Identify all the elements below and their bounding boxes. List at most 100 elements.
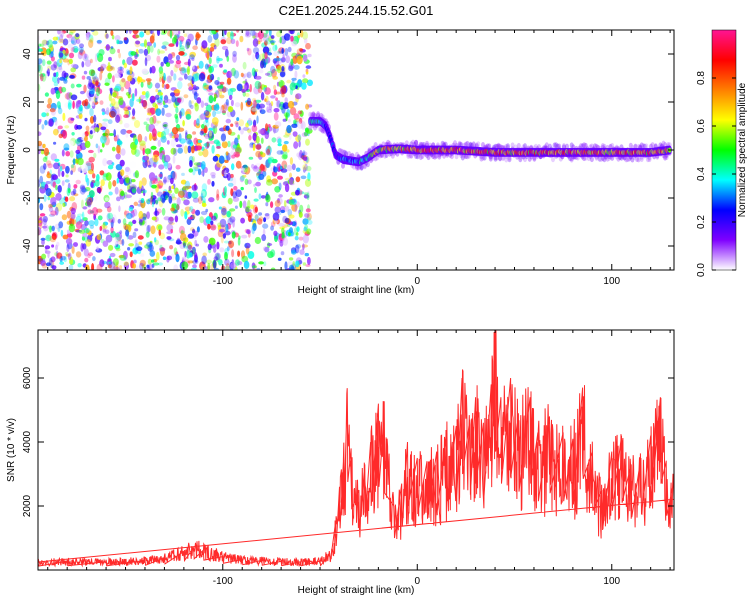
noise-speckle bbox=[181, 66, 187, 74]
noise-speckle bbox=[293, 113, 300, 120]
noise-speckle bbox=[71, 163, 76, 173]
noise-speckle bbox=[247, 251, 255, 259]
noise-speckle bbox=[47, 163, 53, 169]
noise-speckle bbox=[173, 264, 179, 270]
noise-speckle bbox=[50, 256, 56, 263]
noise-speckle bbox=[159, 244, 163, 249]
noise-speckle bbox=[277, 77, 282, 82]
noise-speckle bbox=[214, 38, 220, 47]
noise-speckle bbox=[100, 126, 107, 131]
noise-speckle bbox=[175, 60, 182, 65]
noise-speckle bbox=[55, 184, 58, 191]
noise-speckle bbox=[203, 266, 208, 270]
noise-speckle bbox=[153, 42, 157, 48]
noise-speckle bbox=[289, 172, 292, 179]
noise-speckle bbox=[256, 267, 261, 270]
noise-speckle bbox=[104, 201, 111, 209]
noise-speckle bbox=[252, 54, 255, 62]
noise-speckle bbox=[135, 40, 141, 45]
noise-speckle bbox=[307, 256, 311, 266]
noise-speckle bbox=[295, 118, 300, 123]
noise-speckle bbox=[132, 108, 136, 117]
noise-speckle bbox=[268, 47, 272, 53]
noise-speckle bbox=[288, 132, 292, 140]
noise-speckle bbox=[108, 261, 116, 270]
noise-speckle bbox=[265, 194, 271, 203]
noise-speckle bbox=[141, 177, 147, 186]
noise-speckle bbox=[94, 218, 99, 227]
noise-speckle bbox=[215, 30, 219, 33]
noise-speckle bbox=[252, 166, 260, 172]
noise-speckle bbox=[60, 31, 64, 38]
noise-speckle bbox=[120, 148, 126, 156]
signal-halo bbox=[605, 155, 610, 162]
noise-speckle bbox=[41, 239, 45, 245]
noise-speckle bbox=[109, 252, 116, 258]
noise-speckle bbox=[114, 186, 119, 195]
noise-speckle bbox=[91, 162, 94, 171]
noise-speckle bbox=[108, 133, 115, 136]
noise-speckle bbox=[283, 140, 289, 145]
noise-speckle bbox=[118, 254, 125, 259]
noise-speckle bbox=[57, 107, 63, 115]
noise-speckle bbox=[170, 147, 177, 155]
noise-speckle bbox=[235, 189, 242, 197]
noise-speckle bbox=[169, 216, 174, 222]
noise-speckle bbox=[232, 196, 240, 202]
noise-speckle bbox=[252, 223, 257, 231]
noise-speckle bbox=[150, 191, 154, 200]
noise-speckle bbox=[113, 237, 118, 247]
noise-speckle bbox=[41, 112, 47, 118]
noise-speckle bbox=[203, 167, 208, 173]
noise-speckle bbox=[283, 200, 287, 207]
noise-speckle bbox=[133, 259, 137, 264]
noise-speckle bbox=[282, 53, 285, 62]
noise-speckle bbox=[102, 240, 109, 247]
noise-speckle bbox=[235, 259, 240, 266]
noise-speckle bbox=[306, 192, 310, 201]
noise-speckle bbox=[240, 101, 244, 111]
noise-speckle bbox=[72, 158, 76, 166]
noise-speckle bbox=[129, 161, 137, 168]
noise-speckle bbox=[91, 99, 95, 107]
noise-speckle bbox=[266, 106, 270, 113]
noise-speckle bbox=[79, 90, 85, 95]
noise-speckle bbox=[200, 171, 204, 176]
signal-halo bbox=[431, 153, 436, 160]
noise-speckle bbox=[45, 112, 48, 118]
signal-halo bbox=[415, 153, 420, 160]
noise-speckle bbox=[59, 52, 64, 58]
noise-speckle bbox=[184, 250, 187, 258]
signal-halo bbox=[639, 142, 644, 149]
noise-speckle bbox=[56, 241, 60, 247]
noise-speckle bbox=[156, 55, 161, 63]
noise-speckle bbox=[156, 224, 163, 231]
signal-halo bbox=[457, 140, 462, 147]
noise-speckle bbox=[71, 219, 77, 225]
noise-speckle bbox=[108, 244, 114, 251]
noise-speckle bbox=[61, 214, 68, 221]
noise-speckle bbox=[105, 33, 109, 39]
signal-halo bbox=[635, 156, 639, 162]
noise-speckle bbox=[47, 63, 51, 73]
signal-halo bbox=[644, 143, 649, 150]
noise-speckle bbox=[160, 61, 164, 67]
noise-speckle bbox=[93, 123, 97, 128]
noise-speckle bbox=[199, 130, 204, 136]
noise-speckle bbox=[178, 77, 183, 81]
noise-speckle bbox=[302, 166, 306, 173]
noise-speckle bbox=[154, 175, 158, 181]
noise-speckle bbox=[147, 224, 151, 233]
noise-speckle bbox=[151, 184, 157, 189]
noise-speckle bbox=[281, 48, 285, 54]
noise-speckle bbox=[137, 235, 144, 240]
noise-speckle bbox=[123, 250, 128, 260]
noise-speckle bbox=[77, 167, 82, 173]
noise-speckle bbox=[264, 52, 268, 59]
noise-speckle bbox=[108, 218, 114, 223]
noise-speckle bbox=[287, 46, 292, 53]
noise-speckle bbox=[68, 223, 76, 233]
noise-speckle bbox=[270, 95, 276, 99]
noise-speckle bbox=[108, 93, 112, 102]
noise-speckle bbox=[56, 101, 61, 109]
